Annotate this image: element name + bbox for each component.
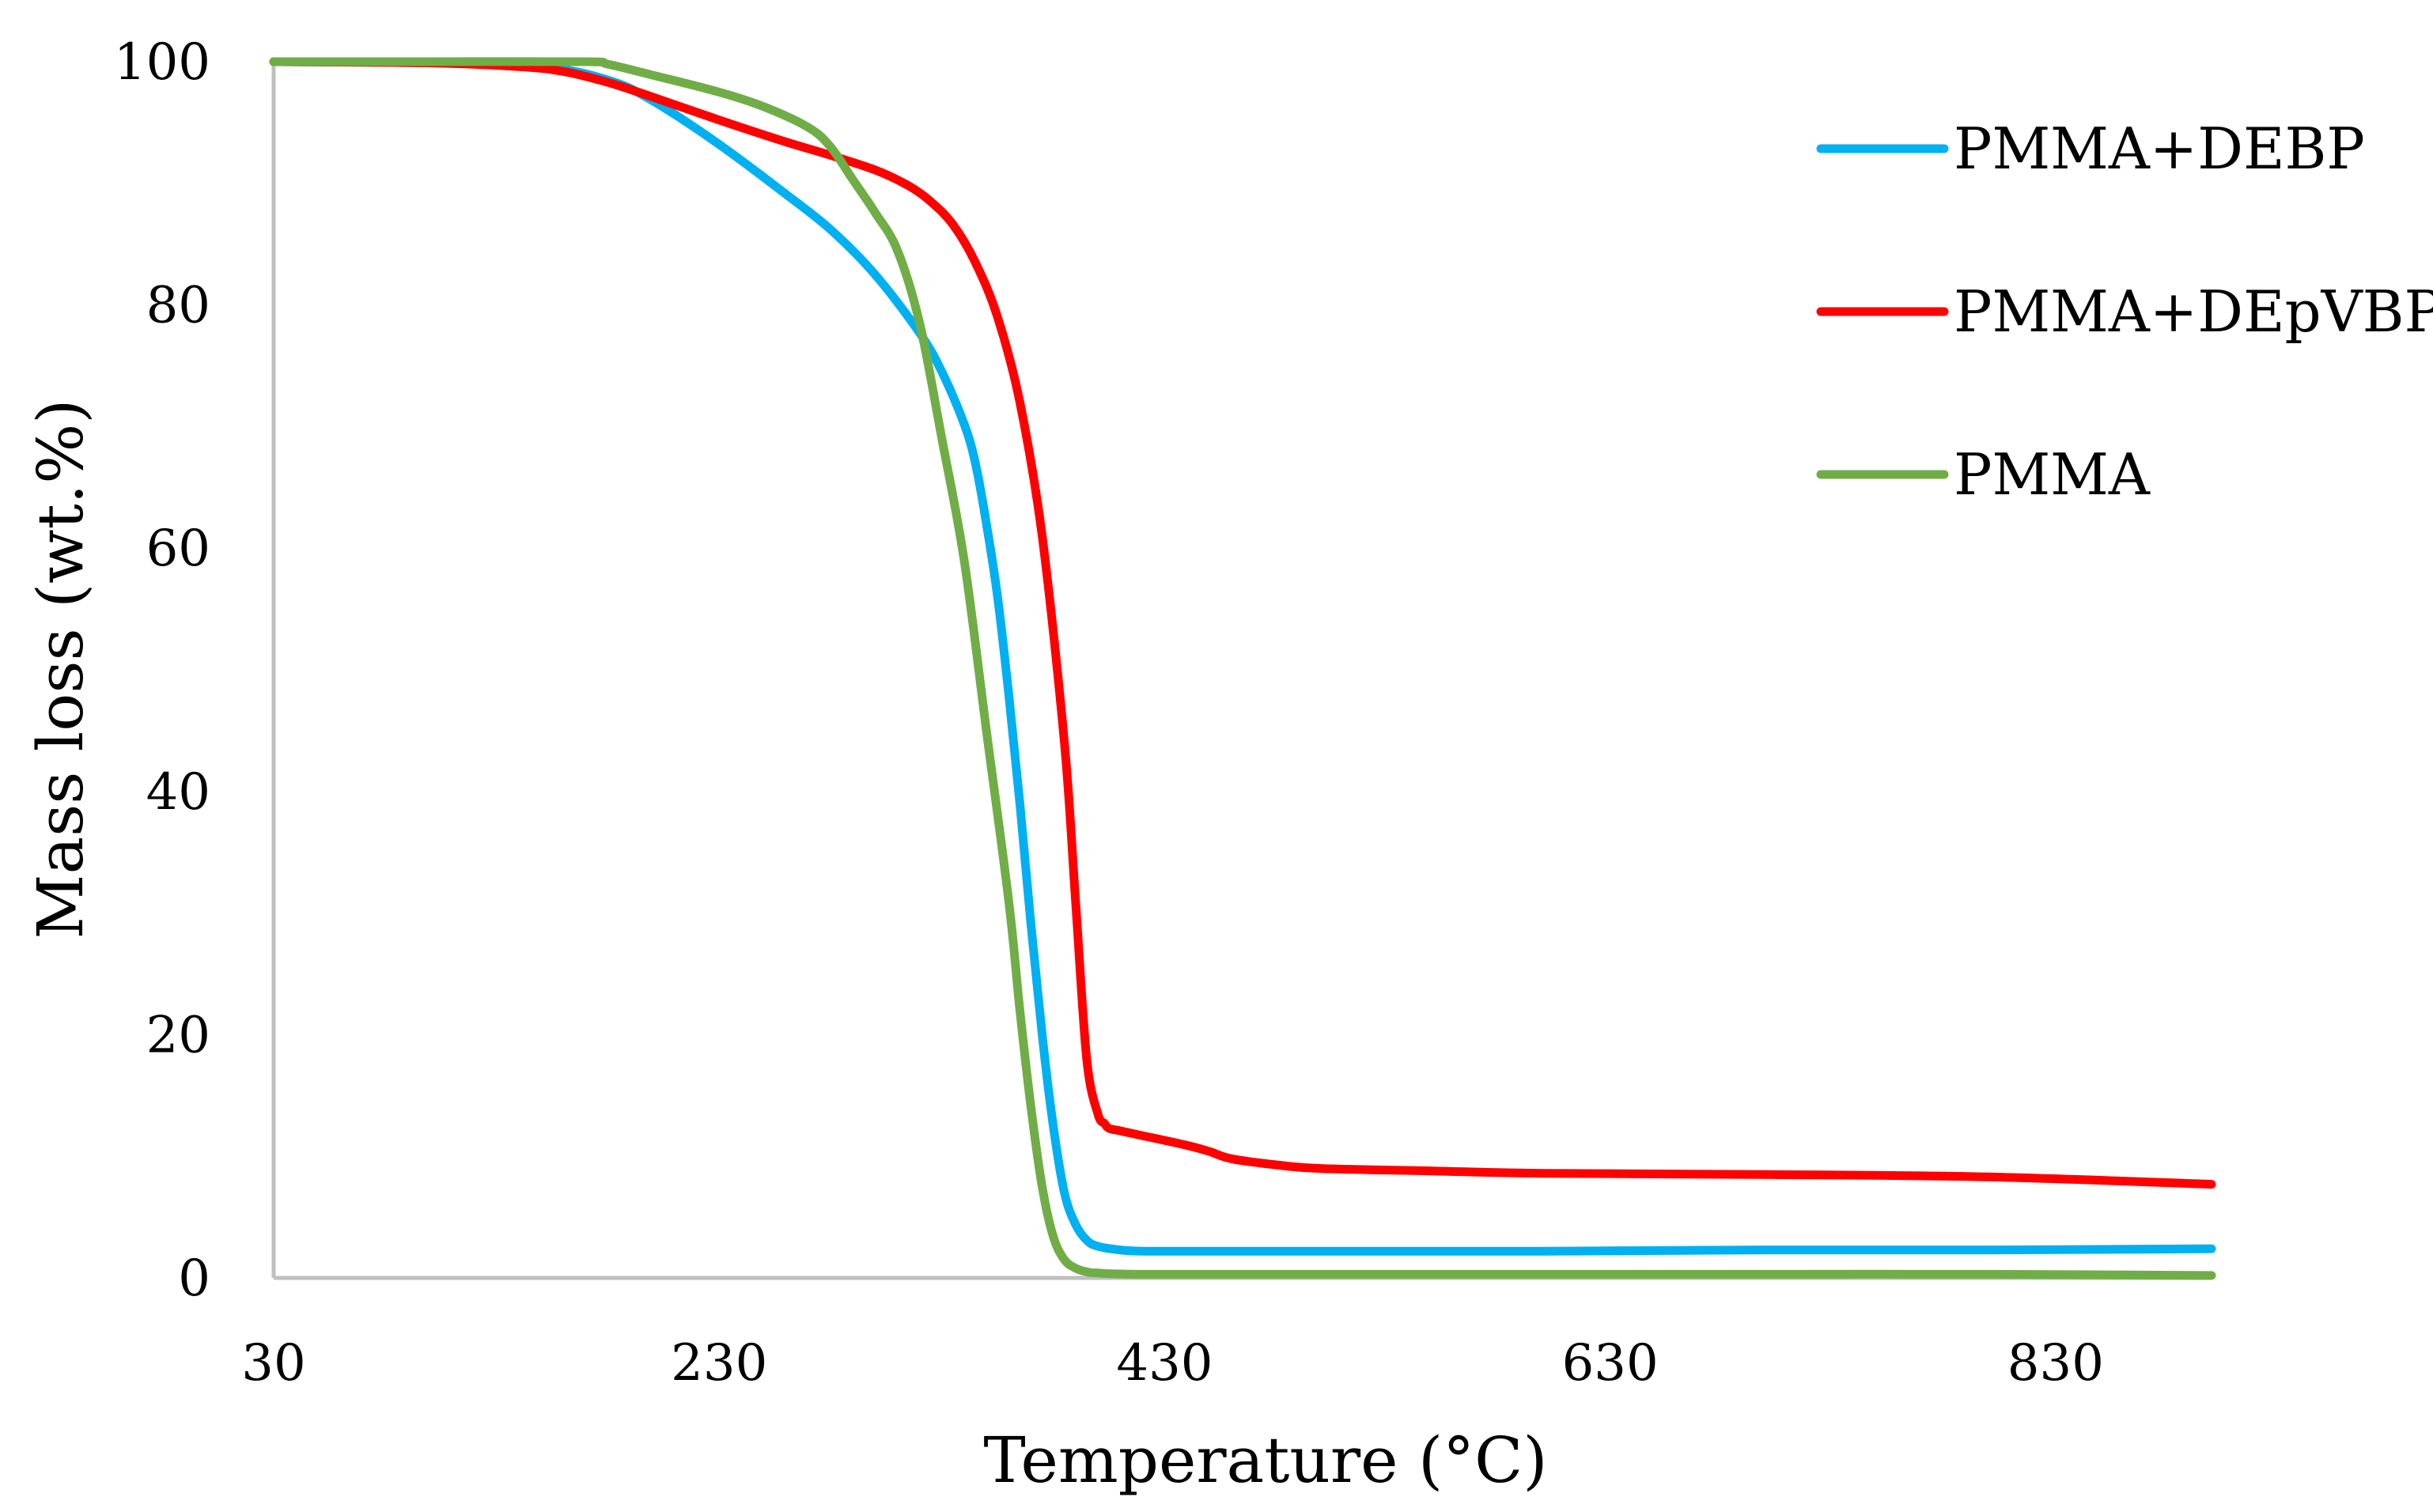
y-tick-label: 60: [146, 520, 210, 578]
legend-label: PMMA: [1954, 441, 2151, 508]
x-tick-label: 630: [1562, 1334, 1659, 1393]
legend-item-pmma-depvbp: PMMA+DEpVBP: [1816, 278, 2433, 345]
legend-label: PMMA+DEBP: [1954, 115, 2365, 182]
legend: PMMA+DEBP PMMA+DEpVBP PMMA: [1816, 115, 2433, 508]
y-tick-label: 0: [178, 1249, 210, 1308]
legend-label: PMMA+DEpVBP: [1954, 278, 2433, 345]
y-tick-labels: 0 20 40 60 80 100: [114, 33, 210, 1308]
legend-item-pmma: PMMA: [1816, 441, 2151, 508]
series-lines: [269, 57, 2216, 1280]
x-tick-label: 30: [241, 1334, 305, 1393]
y-tick-label: 80: [146, 277, 210, 335]
x-tick-label: 230: [671, 1334, 767, 1393]
x-tick-label: 430: [1116, 1334, 1213, 1393]
legend-item-pmma-debp: PMMA+DEBP: [1816, 115, 2365, 182]
x-tick-label: 830: [2007, 1334, 2104, 1393]
series-line-pmma-depvbp: [269, 57, 2216, 1189]
y-tick-label: 100: [114, 33, 210, 92]
y-tick-label: 40: [146, 763, 210, 822]
x-tick-labels: 30 230 430 630 830: [241, 1334, 2104, 1393]
series-line-pmma-debp: [269, 57, 2216, 1256]
x-axis-title: Temperature (°C): [983, 1423, 1547, 1497]
series-line-pmma: [269, 57, 2216, 1280]
y-axis-title: Mass loss (wt.%): [24, 399, 97, 939]
y-tick-label: 20: [146, 1006, 210, 1064]
